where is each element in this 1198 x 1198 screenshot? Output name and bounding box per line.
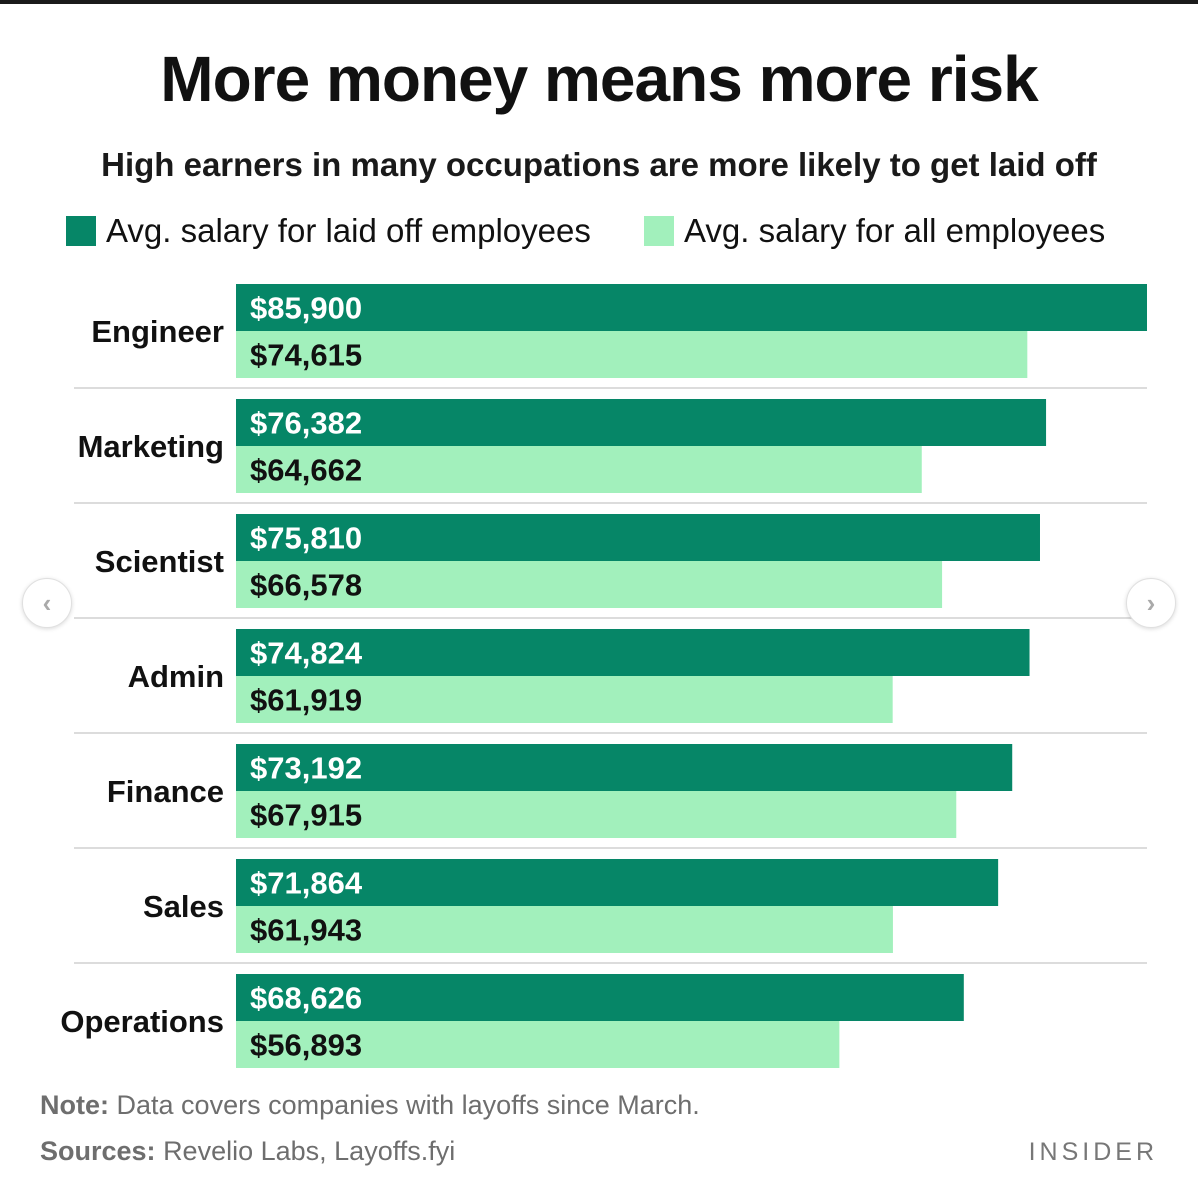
category-label-engineer: Engineer [91,314,224,349]
category-label-finance: Finance [107,774,224,809]
category-label-admin: Admin [128,659,224,694]
footer-sources: Sources: Revelio Labs, Layoffs.fyi [40,1136,455,1167]
bar-laid-off-admin [236,629,1030,676]
value-label-laid-off-engineer: $85,900 [250,291,362,326]
value-label-laid-off-operations: $68,626 [250,981,362,1016]
chart-title: More money means more risk [160,43,1038,115]
value-label-laid-off-admin: $74,824 [250,636,363,671]
legend-swatch-laid-off [66,216,96,246]
bar-all-finance [236,791,957,838]
value-label-all-finance: $67,915 [250,798,362,833]
next-slide-button[interactable]: › [1126,578,1176,628]
footer-note: Note: Data covers companies with layoffs… [40,1090,700,1121]
value-label-all-admin: $61,919 [250,683,362,718]
value-label-laid-off-scientist: $75,810 [250,521,362,556]
chart-subtitle: High earners in many occupations are mor… [101,146,1097,183]
bar-all-sales [236,906,893,953]
bar-laid-off-engineer [236,284,1147,331]
bar-laid-off-marketing [236,399,1047,446]
bar-laid-off-sales [236,859,999,906]
legend-item-laid-off: Avg. salary for laid off employees [66,212,591,250]
bar-laid-off-finance [236,744,1013,791]
category-label-sales: Sales [143,889,224,924]
value-label-laid-off-finance: $73,192 [250,751,362,786]
category-label-marketing: Marketing [78,429,224,464]
note-label: Note: [40,1090,109,1120]
value-label-all-operations: $56,893 [250,1028,362,1063]
prev-slide-button[interactable]: ‹ [22,578,72,628]
bar-all-scientist [236,561,943,608]
value-label-laid-off-sales: $71,864 [250,866,363,901]
note-text: Data covers companies with layoffs since… [116,1090,700,1120]
sources-text: Revelio Labs, Layoffs.fyi [163,1136,456,1166]
insider-logo: INSIDER [1028,1138,1158,1166]
bar-laid-off-scientist [236,514,1040,561]
value-label-all-scientist: $66,578 [250,568,362,603]
legend: Avg. salary for laid off employees Avg. … [0,212,1198,256]
legend-item-all: Avg. salary for all employees [644,212,1105,250]
value-label-all-engineer: $74,615 [250,338,362,373]
sources-label: Sources: [40,1136,156,1166]
legend-swatch-all [644,216,674,246]
category-label-scientist: Scientist [95,544,224,579]
chevron-right-icon: › [1146,587,1156,618]
top-border [0,0,1198,4]
legend-label-laid-off: Avg. salary for laid off employees [106,212,591,249]
bar-all-admin [236,676,893,723]
bar-all-engineer [236,331,1028,378]
category-label-operations: Operations [60,1004,224,1039]
bar-all-marketing [236,446,922,493]
chevron-left-icon: ‹ [42,587,52,618]
value-label-all-sales: $61,943 [250,913,362,948]
value-label-all-marketing: $64,662 [250,453,362,488]
bar-laid-off-operations [236,974,964,1021]
value-label-laid-off-marketing: $76,382 [250,406,362,441]
bar-all-operations [236,1021,840,1068]
legend-label-all: Avg. salary for all employees [684,212,1106,249]
